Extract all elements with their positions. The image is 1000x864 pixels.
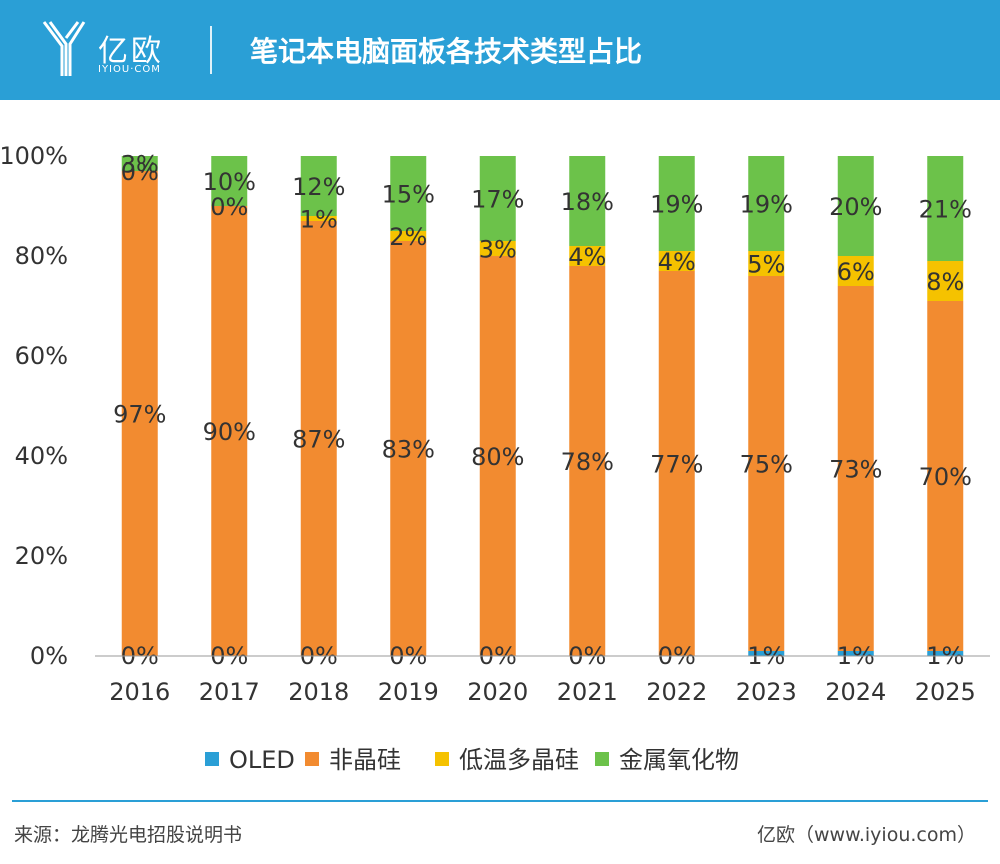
- data-label: 18%: [561, 188, 614, 216]
- x-tick-label: 2016: [109, 678, 170, 706]
- y-tick-label: 20%: [15, 542, 68, 570]
- bar-segment: [300, 216, 337, 221]
- legend-swatch: [435, 752, 449, 766]
- data-label: 15%: [382, 181, 435, 209]
- data-label: 87%: [292, 426, 345, 454]
- data-label: 70%: [919, 463, 972, 491]
- data-label: 3%: [121, 151, 159, 179]
- bar-segment: [211, 206, 248, 656]
- bar-segment: [211, 156, 248, 206]
- legend-label: OLED: [229, 746, 295, 774]
- x-tick-label: 2022: [646, 678, 707, 706]
- bar-segment: [748, 276, 785, 651]
- legend-label: 金属氧化物: [619, 746, 739, 774]
- data-label: 97%: [113, 401, 166, 429]
- x-tick-label: 2021: [557, 678, 618, 706]
- legend-label: 低温多晶硅: [459, 746, 579, 774]
- bar-segment: [748, 156, 785, 251]
- bar-segment: [927, 301, 964, 651]
- data-label: 20%: [829, 193, 882, 221]
- bar-segment: [569, 246, 606, 266]
- logo-subtext: IYIOU·COM: [98, 64, 161, 75]
- legend-swatch: [595, 752, 609, 766]
- bar-segment: [569, 266, 606, 656]
- header-banner: 亿欧 IYIOU·COM 笔记本电脑面板各技术类型占比: [0, 0, 1000, 100]
- data-label: 77%: [650, 451, 703, 479]
- bar-segment: [658, 156, 695, 251]
- iyiou-logo: 亿欧 IYIOU·COM: [40, 16, 190, 80]
- x-tick-label: 2019: [378, 678, 439, 706]
- data-label: 90%: [203, 418, 256, 446]
- bar-segment: [837, 651, 874, 656]
- data-label: 78%: [561, 448, 614, 476]
- x-tick-label: 2025: [915, 678, 976, 706]
- data-label: 12%: [292, 173, 345, 201]
- data-label: 0%: [121, 158, 159, 186]
- bar-segment: [390, 156, 427, 231]
- data-label: 73%: [829, 456, 882, 484]
- data-label: 4%: [568, 243, 606, 271]
- bar-segment: [569, 156, 606, 246]
- bar-segment: [927, 156, 964, 261]
- bar-segment: [479, 241, 516, 256]
- data-label: 75%: [740, 451, 793, 479]
- bar-segment: [390, 231, 427, 241]
- data-label: 21%: [919, 196, 972, 224]
- bar-segment: [837, 156, 874, 256]
- data-label: 4%: [658, 248, 696, 276]
- data-label: 10%: [203, 168, 256, 196]
- y-tick-label: 100%: [0, 142, 68, 170]
- bar-segment: [837, 256, 874, 286]
- footer-divider: [12, 800, 988, 802]
- data-label: 19%: [740, 191, 793, 219]
- bar-segment: [479, 256, 516, 656]
- logo-text: 亿欧: [98, 34, 164, 69]
- bar-segment: [479, 156, 516, 241]
- bar-segment: [121, 156, 158, 171]
- legend-label: 非晶硅: [329, 746, 401, 774]
- data-label: 6%: [837, 258, 875, 286]
- bar-segment: [658, 271, 695, 656]
- data-label: 0%: [210, 193, 248, 221]
- bar-segment: [658, 251, 695, 271]
- legend-swatch: [305, 752, 319, 766]
- data-label: 19%: [650, 191, 703, 219]
- data-label: 83%: [382, 436, 435, 464]
- bar-segment: [927, 651, 964, 656]
- bar-segment: [121, 171, 158, 656]
- bar-segment: [748, 251, 785, 276]
- data-label: 3%: [479, 236, 517, 264]
- data-label: 80%: [471, 443, 524, 471]
- stacked-bar-chart: 0%20%40%60%80%100% 0%97%0%3%0%90%0%10%0%…: [0, 142, 990, 774]
- data-label: 1%: [300, 206, 338, 234]
- chart-title: 笔记本电脑面板各技术类型占比: [250, 35, 643, 68]
- source-note: 来源：龙腾光电招股说明书: [14, 824, 243, 846]
- x-tick-label: 2024: [825, 678, 886, 706]
- logo-y-icon: [42, 21, 86, 76]
- header-divider: [210, 26, 212, 74]
- x-tick-label: 2017: [199, 678, 260, 706]
- y-tick-label: 40%: [15, 442, 68, 470]
- bar-segment: [390, 241, 427, 656]
- bar-segment: [300, 221, 337, 656]
- data-label: 8%: [926, 268, 964, 296]
- bar-segment: [748, 651, 785, 656]
- y-tick-label: 60%: [15, 342, 68, 370]
- x-tick-label: 2018: [288, 678, 349, 706]
- data-label: 17%: [471, 186, 524, 214]
- bar-segment: [300, 156, 337, 216]
- legend-swatch: [205, 752, 219, 766]
- bar-segment: [837, 286, 874, 651]
- chart-area: 0% 20% 40% 60% 80% 100% 0% 97% 0% 3% 0% 90% 0% 10% 0%…: [0, 100, 1000, 790]
- site-credit: 亿欧（www.iyiou.com）: [756, 824, 976, 846]
- x-tick-label: 2023: [736, 678, 797, 706]
- data-label: 2%: [389, 223, 427, 251]
- y-tick-label: 80%: [15, 242, 68, 270]
- x-tick-label: 2020: [467, 678, 528, 706]
- data-label: 5%: [747, 251, 785, 279]
- y-tick-label: 0%: [30, 642, 68, 670]
- bar-segment: [927, 261, 964, 301]
